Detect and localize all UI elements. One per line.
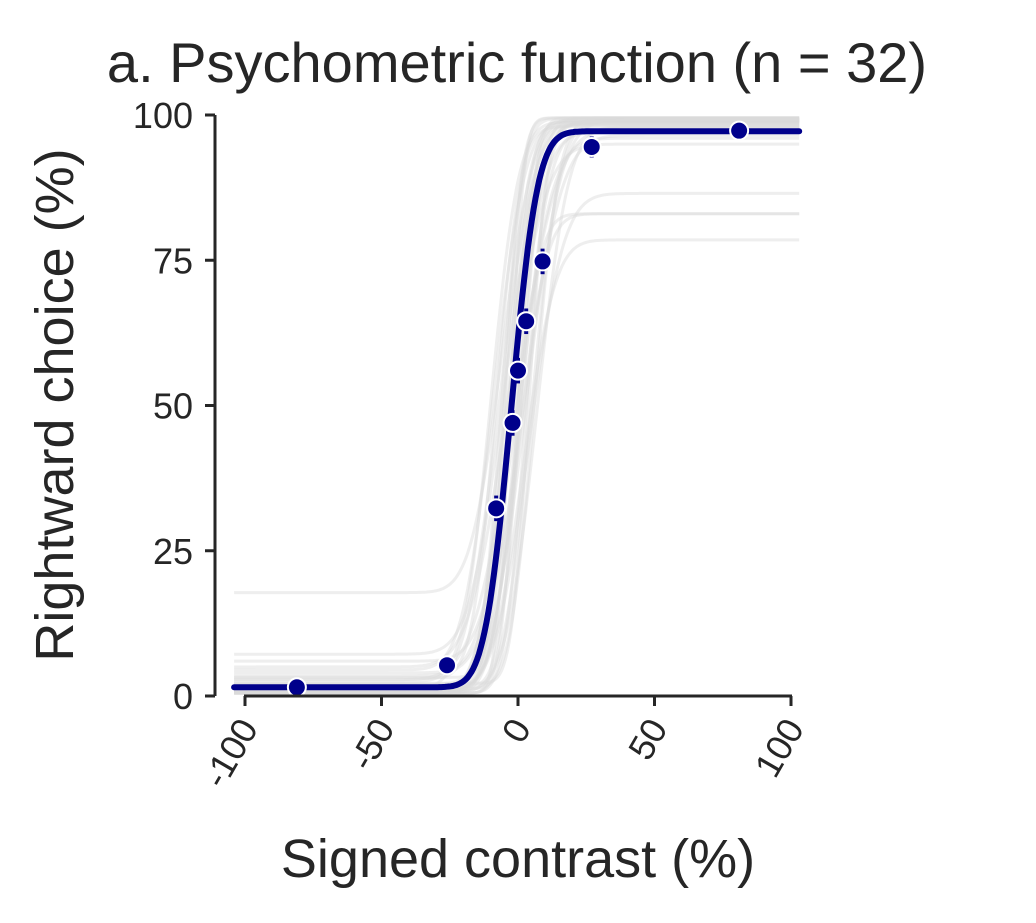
individual-fit-curves bbox=[234, 116, 800, 695]
y-tick-label: 100 bbox=[133, 95, 193, 136]
individual-fit-curve bbox=[234, 118, 800, 672]
individual-fit-curve bbox=[234, 120, 800, 683]
y-axis-label: Rightward choice (%) bbox=[25, 148, 85, 661]
individual-fit-curve bbox=[234, 191, 800, 695]
individual-fit-curve bbox=[234, 133, 800, 678]
x-tick-label: 50 bbox=[620, 712, 676, 767]
individual-fit-curve bbox=[234, 116, 800, 695]
individual-fit-curve bbox=[234, 125, 800, 681]
data-point bbox=[581, 136, 602, 157]
x-ticks: -100 -50 0 50 100 bbox=[194, 696, 812, 794]
individual-fit-curve bbox=[234, 119, 800, 694]
individual-fit-curve bbox=[234, 122, 800, 685]
data-point bbox=[502, 412, 523, 433]
x-tick-label: 0 bbox=[493, 712, 539, 750]
individual-fit-curve bbox=[234, 136, 800, 663]
y-tick-label: 25 bbox=[153, 531, 193, 572]
mean-fit-curve bbox=[231, 128, 803, 691]
individual-fit-curve bbox=[234, 116, 800, 595]
mean-data-points bbox=[286, 120, 750, 698]
data-point bbox=[286, 677, 307, 698]
individual-fit-curve bbox=[234, 212, 800, 695]
x-axis-label: Signed contrast (%) bbox=[281, 829, 755, 889]
individual-fit-curve bbox=[234, 122, 800, 695]
y-tick-label: 0 bbox=[173, 676, 193, 717]
x-tick-label: -100 bbox=[194, 712, 266, 795]
data-point bbox=[516, 311, 537, 332]
chart-title: a. Psychometric function (n = 32) bbox=[107, 31, 927, 94]
individual-fit-curve bbox=[234, 125, 800, 694]
y-ticks: 0 25 50 75 100 bbox=[133, 95, 215, 717]
data-point bbox=[437, 655, 458, 676]
x-tick-label: -50 bbox=[341, 712, 403, 778]
individual-fit-curve bbox=[234, 126, 800, 682]
individual-fit-curve bbox=[234, 119, 800, 656]
individual-fit-curve bbox=[234, 119, 800, 693]
data-point bbox=[508, 360, 528, 381]
data-point bbox=[729, 120, 750, 141]
data-point bbox=[532, 251, 553, 272]
y-tick-label: 50 bbox=[153, 386, 193, 427]
y-tick-label: 75 bbox=[153, 240, 193, 281]
x-tick-label: 100 bbox=[746, 712, 812, 785]
data-point bbox=[486, 498, 507, 519]
mean-fit-group bbox=[231, 128, 803, 691]
